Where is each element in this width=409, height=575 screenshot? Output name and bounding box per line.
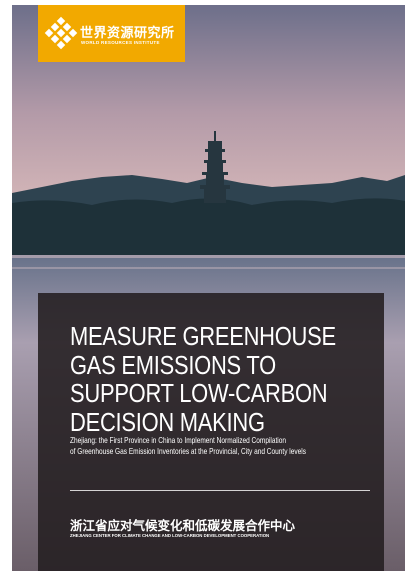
reflection bbox=[12, 267, 405, 269]
title-line: MEASURE GREENHOUSE bbox=[70, 323, 336, 352]
divider bbox=[70, 490, 370, 491]
partner-chinese: 浙江省应对气候变化和低碳发展合作中心 bbox=[70, 515, 295, 534]
partner-english: ZHEJIANG CENTER FOR CLIMATE CHANGE AND L… bbox=[70, 533, 269, 538]
subtitle: Zhejiang: the First Province in China to… bbox=[70, 435, 306, 457]
subtitle-line: of Greenhouse Gas Emission Inventories a… bbox=[70, 446, 306, 457]
cover: 世界资源研究所 WORLD RESOURCES INSTITUTE MEASUR… bbox=[12, 5, 405, 571]
reflection bbox=[12, 255, 405, 258]
logo-chinese: 世界资源研究所 bbox=[80, 22, 175, 41]
title-line: GAS EMISSIONS TO bbox=[70, 352, 336, 381]
trees bbox=[12, 198, 405, 255]
logo-english: WORLD RESOURCES INSTITUTE bbox=[81, 40, 160, 45]
logo-icon bbox=[44, 16, 78, 50]
subtitle-line: Zhejiang: the First Province in China to… bbox=[70, 435, 306, 446]
logo: 世界资源研究所 WORLD RESOURCES INSTITUTE bbox=[38, 5, 185, 62]
title-line: DECISION MAKING bbox=[70, 409, 336, 438]
page: 世界资源研究所 WORLD RESOURCES INSTITUTE MEASUR… bbox=[0, 0, 409, 575]
title-line: SUPPORT LOW-CARBON bbox=[70, 380, 336, 409]
